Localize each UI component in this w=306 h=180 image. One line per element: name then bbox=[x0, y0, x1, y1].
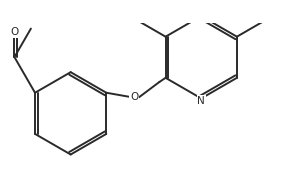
Text: O: O bbox=[10, 27, 19, 37]
Text: N: N bbox=[197, 96, 205, 106]
Text: O: O bbox=[130, 92, 138, 102]
